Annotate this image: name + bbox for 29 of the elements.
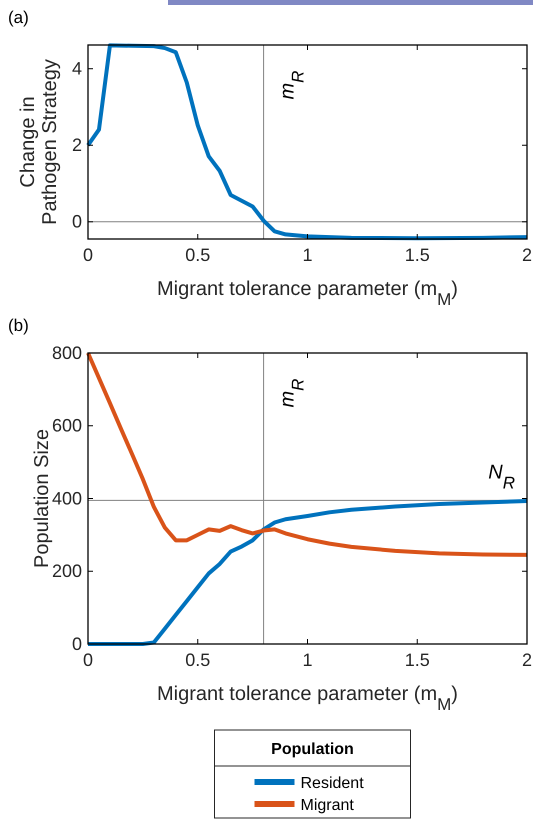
- x-tick-label: 2: [522, 650, 532, 670]
- y-tick-label: 0: [72, 212, 82, 232]
- y-axis-title: Change in Pathogen Strategy: [17, 59, 61, 225]
- x-tick-label: 1: [302, 244, 313, 265]
- x-axis-title: Migrant tolerance parameter (m$_{M}$): [157, 278, 458, 308]
- x-tick-label: 1.5: [404, 244, 430, 265]
- y-tick-label: 0: [72, 634, 82, 654]
- ref-line-label: N$_{R}$: [488, 461, 515, 492]
- x-axis-title: Migrant tolerance parameter (m$_{M}$): [157, 683, 458, 714]
- x-tick-label: 2: [522, 244, 532, 265]
- y-tick-label: 600: [52, 416, 82, 436]
- legend-title: Population: [271, 741, 354, 758]
- y-axis-title: Population Size: [31, 429, 53, 568]
- chart-title: (b): [8, 316, 29, 335]
- line-series: [86, 43, 529, 240]
- x-tick-label: 1.5: [404, 650, 430, 670]
- x-tick-label: 1: [302, 650, 313, 670]
- legend-label: Migrant: [300, 797, 354, 814]
- y-tick-label: 400: [52, 488, 82, 508]
- x-tick-label: 0.5: [185, 650, 210, 670]
- y-tick-label: 4: [72, 58, 82, 78]
- line-series: [86, 351, 529, 557]
- line-series: [86, 499, 529, 646]
- y-tick-label: 800: [52, 342, 82, 363]
- y-tick-label: 200: [52, 561, 82, 582]
- x-tick-label: 0.5: [185, 244, 210, 265]
- chart-title: (a): [8, 8, 29, 27]
- y-tick-label: 2: [72, 135, 82, 156]
- legend-label: Resident: [300, 775, 364, 792]
